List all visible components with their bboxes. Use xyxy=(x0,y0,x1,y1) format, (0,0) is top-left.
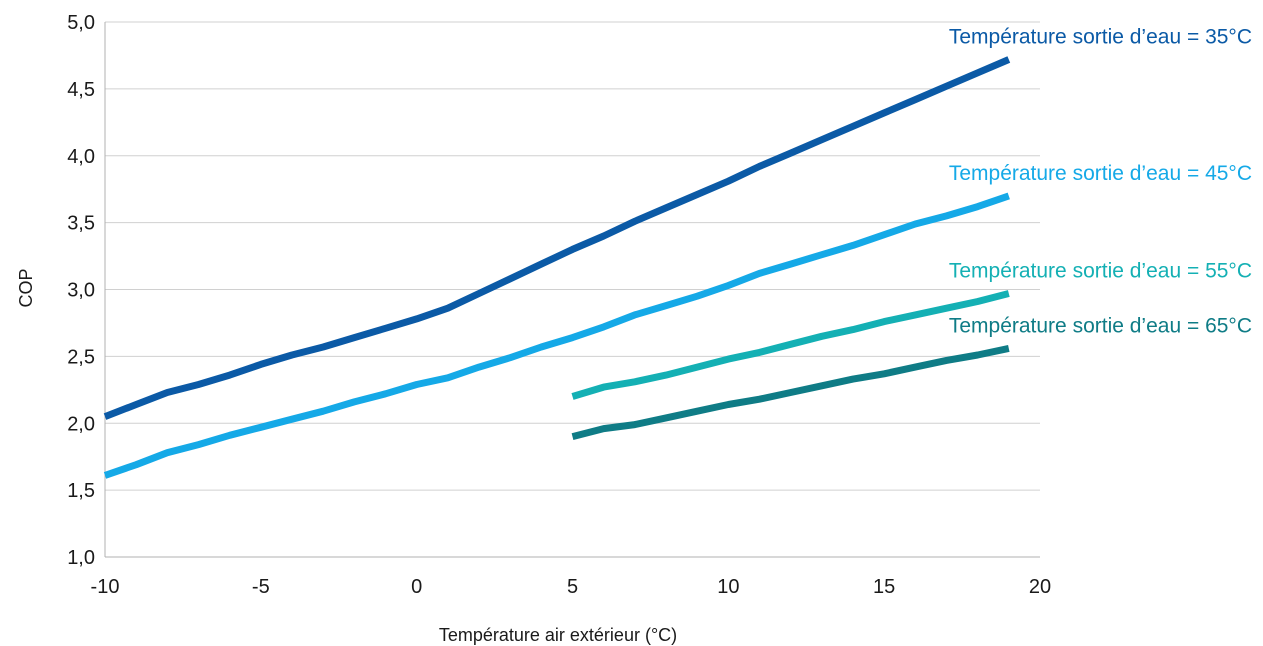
x-tick-label: 20 xyxy=(1029,576,1051,598)
y-tick-label: 2,0 xyxy=(67,413,95,435)
series-label-1: Température sortie d’eau = 45°C xyxy=(949,162,1252,185)
y-tick-label: 4,0 xyxy=(67,146,95,168)
series-line-1 xyxy=(103,192,1010,479)
series-label-3: Température sortie d’eau = 65°C xyxy=(949,314,1252,337)
y-axis: 1,0 1,5 2,0 2,5 3,0 3,5 4,0 4,5 5,0 xyxy=(67,12,95,569)
x-tick-label: 0 xyxy=(411,576,422,598)
series-label-2: Température sortie d’eau = 55°C xyxy=(949,260,1252,283)
x-tick-label: 15 xyxy=(873,576,895,598)
y-tick-label: 2,5 xyxy=(67,346,95,368)
y-axis-title: COP xyxy=(16,268,36,307)
series-line-2 xyxy=(571,290,1010,400)
y-tick-label: 3,0 xyxy=(67,280,95,302)
x-tick-label: -5 xyxy=(252,576,270,598)
grid xyxy=(104,21,1040,558)
series-lines xyxy=(103,56,1011,479)
y-tick-label: 5,0 xyxy=(67,12,95,34)
x-axis: -10 -5 0 5 10 15 20 xyxy=(91,576,1052,598)
series-label-0: Température sortie d’eau = 35°C xyxy=(949,25,1252,48)
x-tick-label: -10 xyxy=(91,576,120,598)
y-tick-label: 1,5 xyxy=(67,480,95,502)
x-tick-label: 10 xyxy=(717,576,739,598)
y-tick-label: 1,0 xyxy=(67,547,95,569)
series-line-3 xyxy=(571,344,1010,440)
x-axis-title: Température air extérieur (°C) xyxy=(439,625,677,645)
legend-labels: Température sortie d’eau = 35°C Températu… xyxy=(949,25,1252,337)
y-tick-label: 4,5 xyxy=(67,79,95,101)
series-line-0 xyxy=(103,56,1011,420)
x-tick-label: 5 xyxy=(567,576,578,598)
y-tick-label: 3,5 xyxy=(67,213,95,235)
